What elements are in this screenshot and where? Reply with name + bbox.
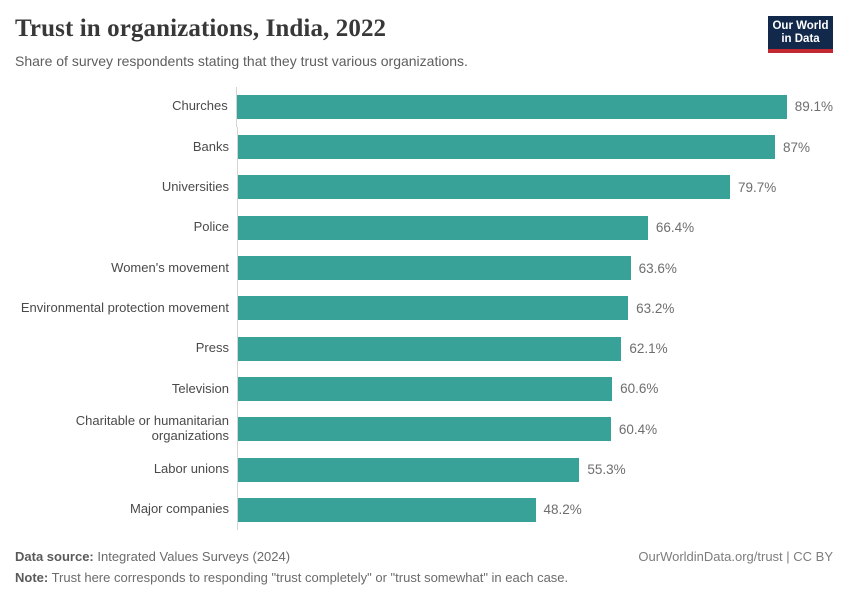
bar-track: 63.6% — [237, 247, 833, 289]
value-label: 79.7% — [737, 179, 777, 195]
chart-row: Television 60.6% — [15, 368, 833, 410]
note-value: Trust here corresponds to responding "tr… — [48, 569, 569, 585]
page-subtitle: Share of survey respondents stating that… — [15, 52, 468, 69]
bar[interactable] — [238, 135, 776, 160]
bar[interactable] — [238, 215, 648, 240]
data-source-line: Data source: Integrated Values Surveys (… — [15, 547, 568, 568]
category-label: Police — [193, 219, 229, 235]
bar[interactable] — [236, 94, 787, 119]
value-label: 48.2% — [543, 502, 582, 518]
footer-left: Data source: Integrated Values Surveys (… — [15, 547, 568, 589]
footer-credit[interactable]: OurWorldinData.org/trust | CC BY — [638, 549, 833, 565]
chart-row: Police 66.4% — [15, 207, 833, 248]
value-label: 63.6% — [638, 260, 677, 276]
value-label: 55.3% — [587, 462, 626, 478]
category-label: Labor unions — [153, 461, 229, 477]
category-label: Banks — [192, 138, 229, 154]
bar-track: 79.7% — [237, 167, 833, 208]
value-label: 66.4% — [655, 220, 695, 236]
value-label: 89.1% — [794, 99, 833, 115]
value-label: 87% — [783, 139, 811, 155]
category-label: Press — [195, 340, 229, 356]
header-text: Trust in organizations, India, 2022 Shar… — [15, 14, 468, 69]
value-label: 60.6% — [620, 381, 659, 397]
data-source-label: Data source: — [15, 549, 94, 565]
chart-row: Charitable or humanitarian organizations… — [15, 409, 833, 450]
bar-track: 62.1% — [237, 328, 833, 369]
category-label: Major companies — [130, 501, 229, 517]
category-label: Women's movement — [111, 259, 229, 275]
bar[interactable] — [238, 497, 536, 522]
bar-track: 55.3% — [237, 449, 833, 490]
category-label: Churches — [172, 98, 228, 114]
footer: Data source: Integrated Values Surveys (… — [15, 547, 833, 589]
bar-track: 60.6% — [237, 368, 833, 410]
chart-row: Press 62.1% — [15, 328, 833, 369]
bar[interactable] — [238, 256, 631, 281]
data-source-value: Integrated Values Surveys (2024) — [93, 549, 291, 565]
chart-row: Churches 89.1% — [15, 86, 833, 128]
category-label: Universities — [161, 179, 229, 195]
owid-logo: Our World in Data — [768, 16, 833, 53]
bar-track: 60.4% — [237, 409, 833, 450]
bar-track: 63.2% — [237, 288, 833, 329]
chart-row: Universities 79.7% — [15, 167, 833, 208]
value-label: 60.4% — [618, 421, 658, 437]
header: Trust in organizations, India, 2022 Shar… — [15, 14, 833, 69]
bar-track: 87% — [237, 127, 833, 168]
bar-chart: Churches 89.1% Banks 87% Universities 79.7% Po… — [15, 86, 833, 531]
bar[interactable] — [238, 296, 629, 321]
category-label: Charitable or humanitarian organizations — [75, 413, 229, 444]
chart-row: Banks 87% — [15, 127, 833, 168]
page-title: Trust in organizations, India, 2022 — [15, 15, 387, 42]
logo-line-1: Our World — [772, 20, 829, 32]
bar[interactable] — [238, 376, 613, 401]
bar-track: 66.4% — [237, 207, 833, 248]
chart-row: Women's movement 63.6% — [15, 247, 833, 289]
category-label: Environmental protection movement — [20, 299, 229, 315]
chart-row: Environmental protection movement 63.2% — [15, 288, 833, 329]
value-label: 63.2% — [636, 300, 675, 316]
bar[interactable] — [238, 336, 622, 361]
chart-row: Major companies 48.2% — [15, 489, 833, 531]
category-label: Television — [171, 380, 229, 396]
chart-row: Labor unions 55.3% — [15, 449, 833, 490]
bar[interactable] — [238, 417, 611, 442]
bar[interactable] — [238, 457, 580, 482]
note-line: Note: Trust here corresponds to respondi… — [15, 568, 568, 589]
bar[interactable] — [238, 175, 730, 200]
value-label: 62.1% — [629, 341, 668, 357]
bar-track: 48.2% — [237, 489, 833, 531]
bar-track: 89.1% — [235, 86, 833, 128]
note-label: Note: — [15, 569, 49, 585]
logo-line-2: in Data — [781, 33, 820, 45]
